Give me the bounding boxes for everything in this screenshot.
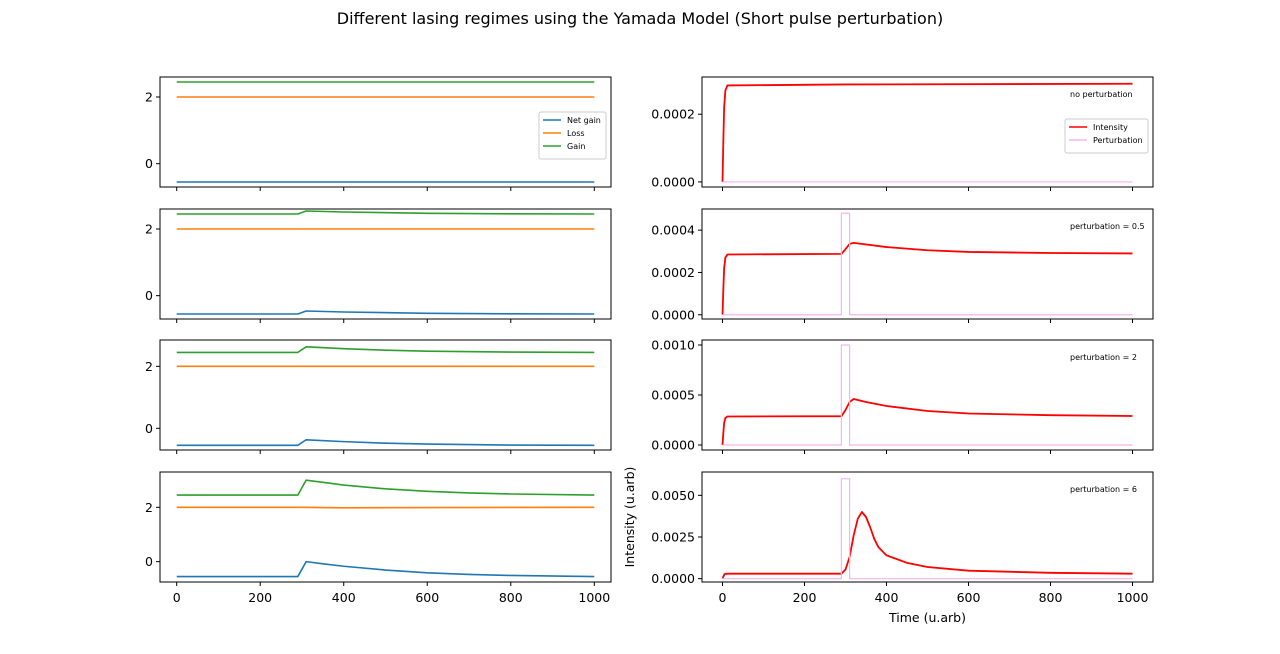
figure-title: Different lasing regimes using the Yamad… bbox=[336, 9, 944, 28]
series-line-intensity bbox=[721, 241, 1133, 315]
legend-label: Gain bbox=[567, 142, 585, 151]
y-tick-label: 0 bbox=[145, 421, 153, 436]
legend-box bbox=[538, 111, 607, 160]
series-line-loss bbox=[176, 506, 595, 509]
x-tick-label: 1000 bbox=[578, 590, 610, 605]
y-tick-label: 0.0000 bbox=[651, 438, 695, 453]
x-tick-label: 600 bbox=[957, 590, 981, 605]
axes-frame bbox=[701, 471, 1154, 583]
x-axis-label: Time (u.arb) bbox=[888, 610, 966, 625]
series-line-net-gain bbox=[176, 438, 595, 447]
legend: Net gain Loss Gain bbox=[538, 111, 607, 160]
panel-left-4: 0 2 0 200 400 600 800 1000 bbox=[145, 471, 612, 605]
panel-left-2: 02 bbox=[145, 208, 612, 323]
y-tick-label: 2 bbox=[145, 359, 153, 374]
series-line-gain bbox=[176, 210, 595, 215]
x-tick-label: 0 bbox=[173, 590, 181, 605]
x-tick-label: 0 bbox=[719, 590, 727, 605]
series-line-gain bbox=[176, 346, 595, 354]
x-tick-label: 600 bbox=[415, 590, 439, 605]
y-tick-label: 0.0025 bbox=[651, 530, 695, 545]
panel-right-1: 0.0000 0.0002 no perturbation Intensity Pert… bbox=[651, 76, 1154, 191]
series-line-perturbation bbox=[722, 478, 1133, 580]
series-line-perturbation bbox=[722, 212, 1133, 316]
panel-right-3: 0.0000 0.0005 0.0010 perturbation = 2 bbox=[651, 338, 1154, 454]
series-line-net-gain bbox=[176, 560, 595, 578]
series-line-perturbation bbox=[722, 344, 1133, 446]
x-tick-label: 200 bbox=[248, 590, 272, 605]
y-tick-label: 0 bbox=[145, 554, 153, 569]
axes-frame bbox=[159, 471, 612, 583]
x-tick-label: 800 bbox=[499, 590, 523, 605]
y-tick-label: 2 bbox=[145, 500, 153, 515]
panel-annotation: perturbation = 0.5 bbox=[1070, 222, 1145, 231]
panel-annotation: no perturbation bbox=[1070, 90, 1133, 99]
panel-left-1: 0 2 Net gain Loss Gain bbox=[145, 76, 612, 191]
series-line-intensity bbox=[721, 398, 1133, 446]
axes-frame bbox=[159, 208, 612, 320]
y-tick-label: 0.0000 bbox=[651, 174, 695, 189]
x-tick-label: 800 bbox=[1039, 590, 1063, 605]
panel-left-3: 02 bbox=[145, 339, 612, 454]
y-tick-label: 0.0050 bbox=[651, 488, 695, 503]
panel-right-4: 0.0000 0.0025 0.0050 0 200 400 600 800 1000 Time … bbox=[622, 467, 1154, 625]
series-line-gain bbox=[176, 479, 595, 496]
y-tick-label: 2 bbox=[145, 90, 153, 105]
series-line-intensity bbox=[721, 511, 1133, 580]
y-tick-label: 0 bbox=[145, 288, 153, 303]
legend-label: Net gain bbox=[567, 116, 601, 125]
legend: Intensity Perturbation bbox=[1064, 118, 1149, 154]
series-line-intensity bbox=[721, 82, 1133, 182]
panel-annotation: perturbation = 2 bbox=[1070, 353, 1137, 362]
y-tick-label: 2 bbox=[145, 222, 153, 237]
y-tick-label: 0.0000 bbox=[651, 571, 695, 586]
x-tick-label: 200 bbox=[793, 590, 817, 605]
y-axis-label: Intensity (u.arb) bbox=[622, 467, 637, 568]
series-line-net-gain bbox=[176, 310, 595, 315]
y-tick-label: 0.0000 bbox=[651, 307, 695, 322]
x-tick-label: 400 bbox=[875, 590, 899, 605]
legend-label: Perturbation bbox=[1093, 136, 1143, 145]
legend-label: Loss bbox=[567, 129, 585, 138]
axes-frame bbox=[701, 76, 1154, 188]
axes-frame bbox=[701, 208, 1154, 320]
legend-label: Intensity bbox=[1093, 123, 1128, 132]
x-tick-label: 1000 bbox=[1117, 590, 1149, 605]
y-tick-label: 0.0004 bbox=[651, 223, 695, 238]
axes-frame bbox=[159, 339, 612, 451]
x-tick-label: 400 bbox=[332, 590, 356, 605]
y-tick-label: 0.0002 bbox=[651, 107, 695, 122]
panel-annotation: perturbation = 6 bbox=[1070, 485, 1137, 494]
y-tick-label: 0.0010 bbox=[651, 338, 695, 353]
axes-frame bbox=[159, 76, 612, 188]
y-tick-label: 0.0005 bbox=[651, 388, 695, 403]
y-tick-label: 0.0002 bbox=[651, 265, 695, 280]
panel-right-2: 0.0000 0.0002 0.0004 perturbation = 0.5 bbox=[651, 208, 1154, 323]
y-tick-label: 0 bbox=[145, 156, 153, 171]
